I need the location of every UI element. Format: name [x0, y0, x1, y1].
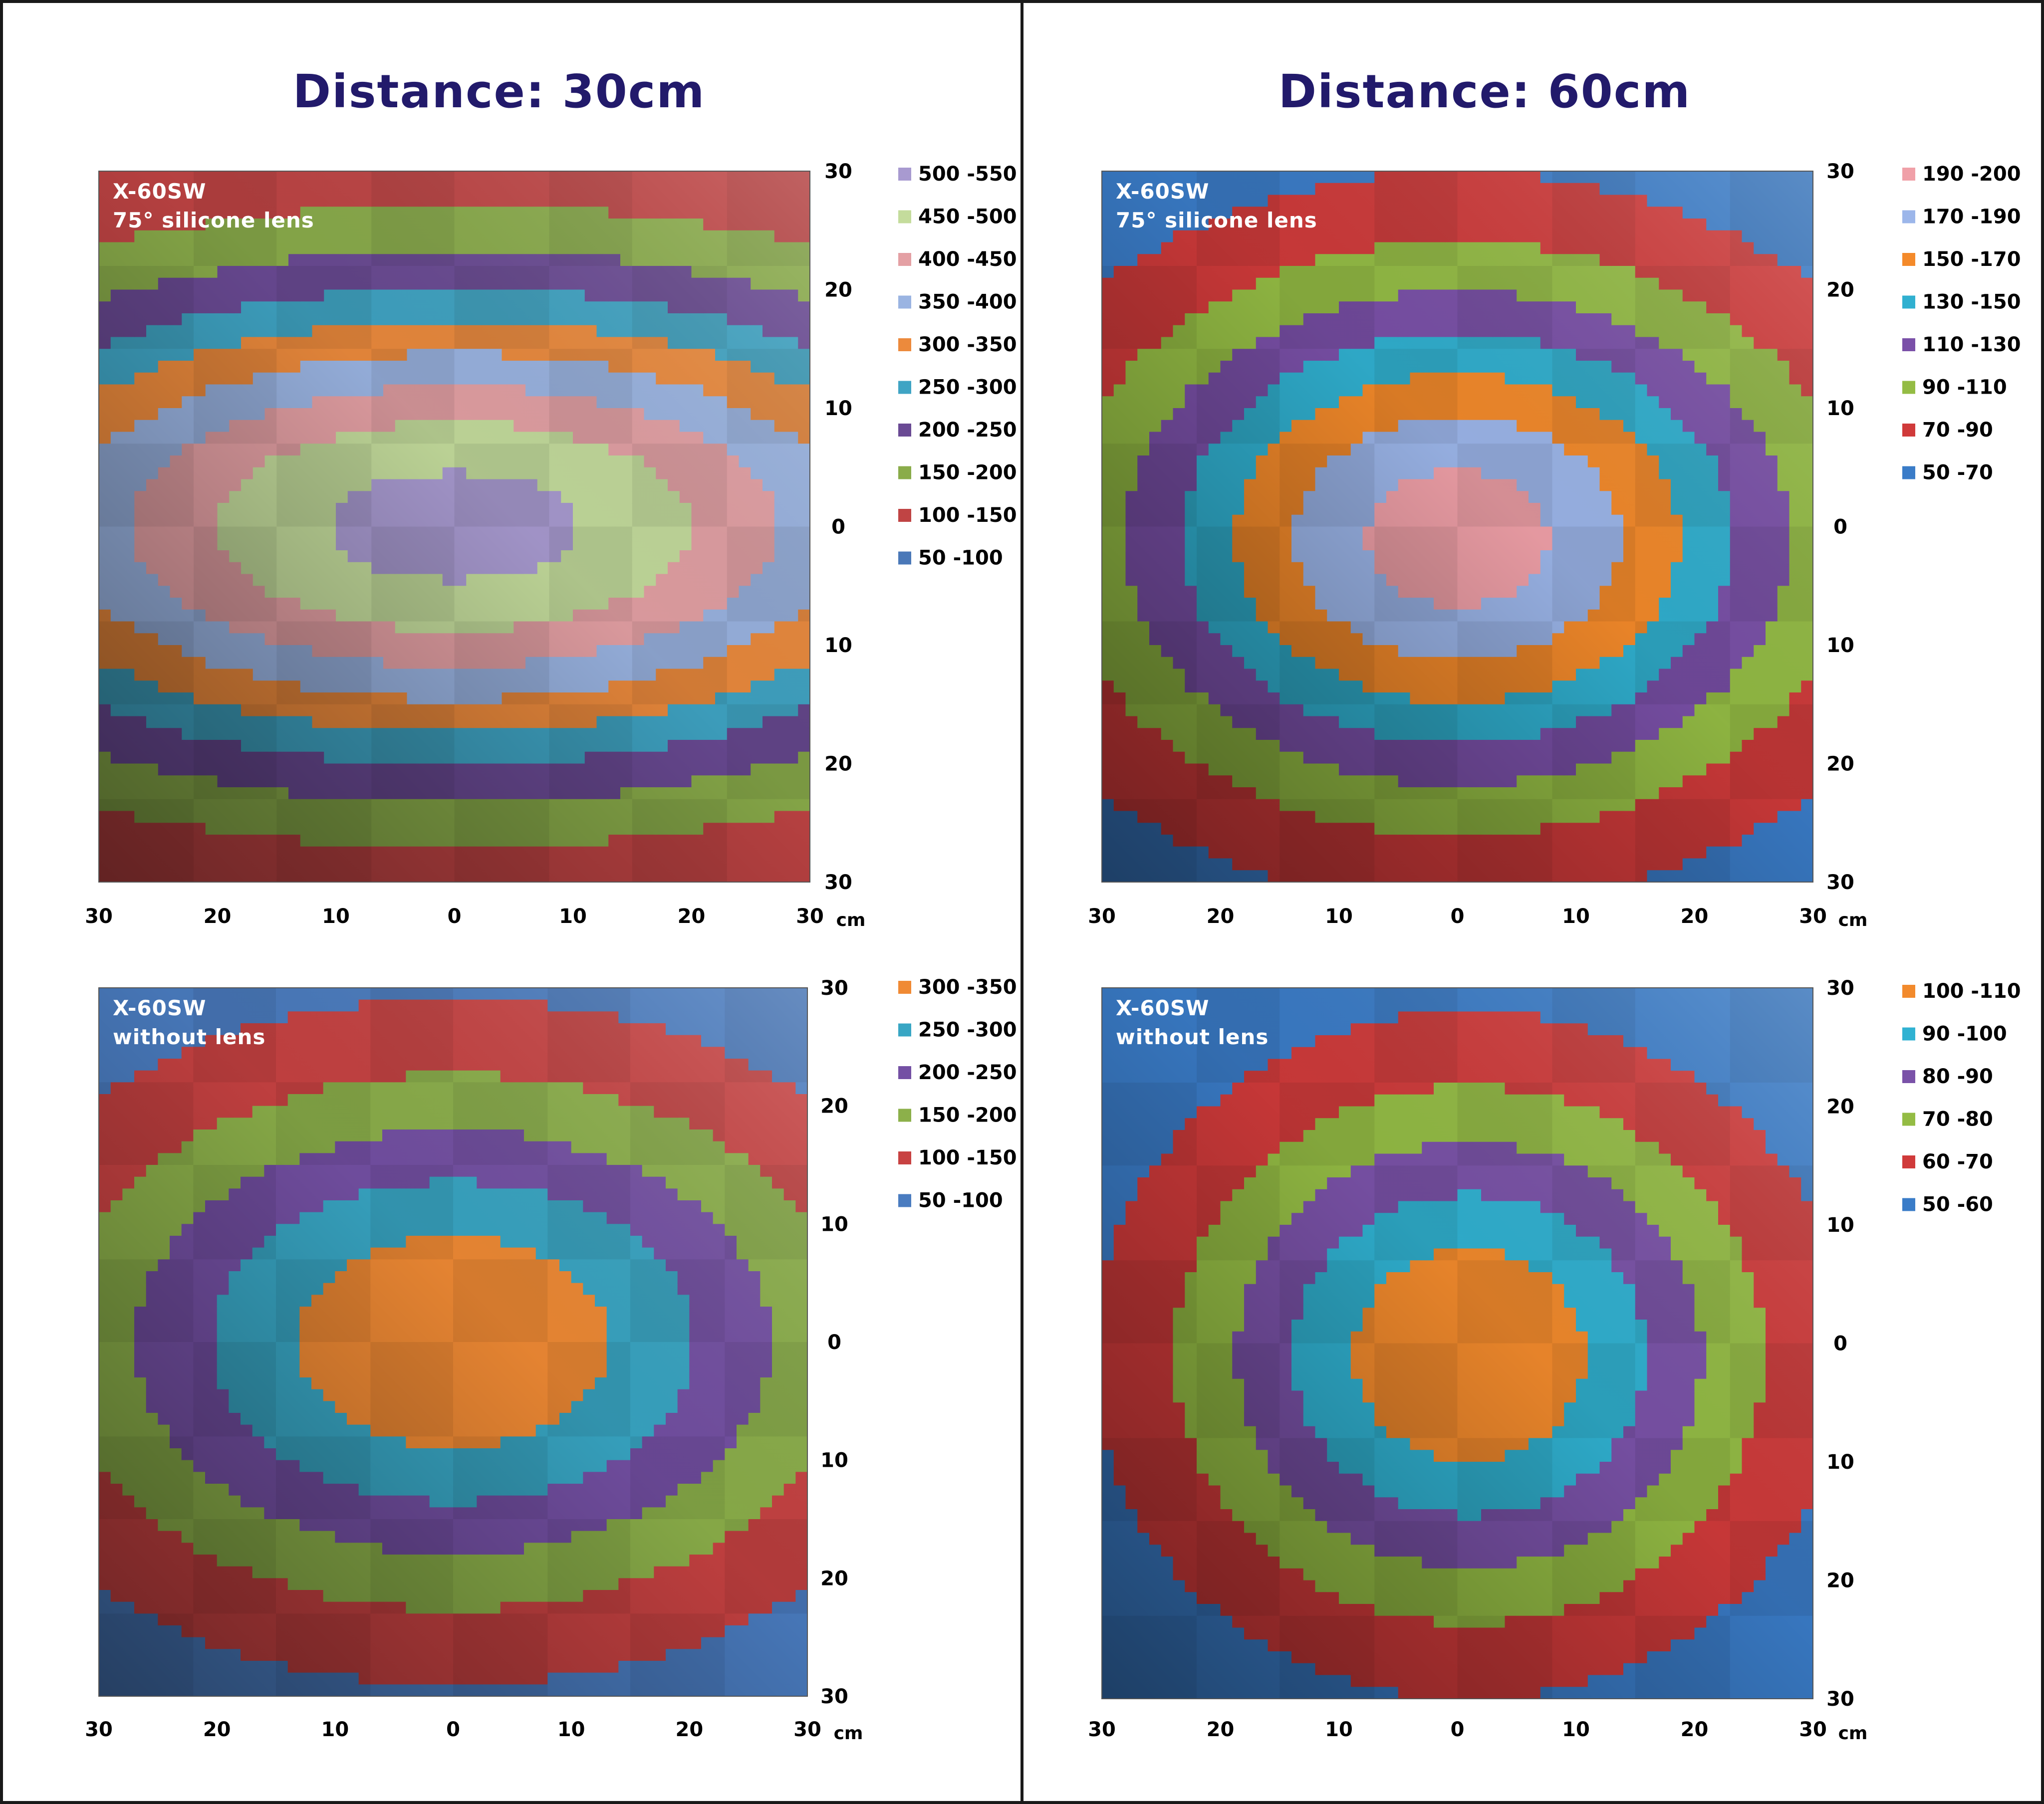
y-tick-label: 20 — [824, 279, 852, 302]
legend-swatch — [898, 210, 911, 224]
legend-entry: 50 -100 — [918, 547, 1003, 570]
legend-swatch — [898, 253, 911, 266]
legend-entry: 300 -350 — [918, 333, 1017, 356]
legend-entry: 450 -500 — [918, 206, 1017, 228]
legend-swatch — [898, 509, 911, 522]
x-tick-label: 10 — [322, 905, 350, 928]
legend-entry: 150 -200 — [918, 461, 1017, 484]
legend-swatch — [898, 551, 911, 565]
legend-swatch — [898, 466, 911, 479]
legend-swatch — [898, 295, 911, 309]
x-tick-label: 10 — [559, 905, 587, 928]
y-tick-label: 10 — [824, 634, 852, 657]
title-distance-60cm: Distance: 60cm — [1278, 65, 1691, 118]
panel-label-line: 75° silicone lens — [113, 208, 314, 232]
legend-entry: 250 -300 — [918, 376, 1017, 399]
y-tick-label: 0 — [831, 516, 845, 539]
legend-swatch — [898, 381, 911, 394]
x-tick-label: 20 — [678, 905, 706, 928]
column-divider — [1021, 0, 1023, 1804]
legend-swatch — [898, 168, 911, 181]
panel-label-line: X-60SW — [113, 179, 206, 204]
legend-entry: 200 -250 — [918, 419, 1017, 442]
y-tick-label: 30 — [824, 871, 852, 894]
x-tick-label: 30 — [85, 905, 113, 928]
x-tick-label: 0 — [448, 905, 462, 928]
plot-border — [98, 171, 810, 883]
legend-entry: 400 -450 — [918, 248, 1017, 271]
shading-overlay — [99, 171, 810, 882]
legend-swatch — [898, 338, 911, 351]
legend-entry: 100 -150 — [918, 504, 1017, 527]
title-distance-30cm: Distance: 30cm — [292, 65, 706, 118]
y-tick-label: 20 — [824, 753, 852, 776]
legend-entry: 350 -400 — [918, 291, 1017, 314]
y-tick-label: 30 — [824, 160, 852, 183]
legend: 500 -550 450 -500 400 -450 350 -400 300 -350… — [898, 163, 1017, 570]
y-tick-label: 10 — [824, 397, 852, 420]
unit-label: cm — [836, 910, 866, 930]
legend-entry: 500 -550 — [918, 163, 1017, 186]
x-tick-label: 30 — [796, 905, 824, 928]
x-tick-label: 20 — [204, 905, 232, 928]
legend-swatch — [898, 424, 911, 437]
